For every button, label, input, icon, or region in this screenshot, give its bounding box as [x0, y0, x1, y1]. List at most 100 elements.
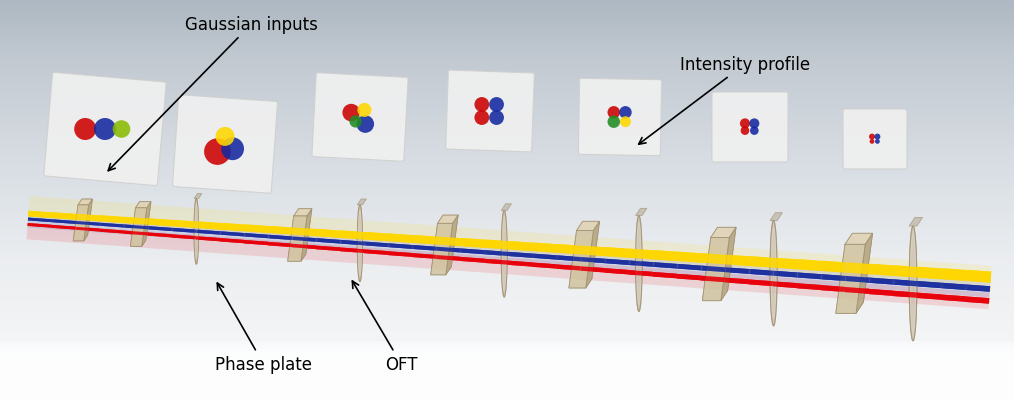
Bar [0, 281, 1014, 286]
Bar [0, 371, 1014, 376]
Circle shape [620, 117, 631, 128]
Bar [0, 311, 1014, 316]
Bar [0, 306, 1014, 311]
FancyBboxPatch shape [446, 71, 534, 152]
Polygon shape [136, 202, 151, 208]
FancyBboxPatch shape [843, 110, 907, 170]
Bar [0, 345, 1014, 401]
Bar [0, 221, 1014, 225]
Polygon shape [84, 200, 92, 241]
Bar [0, 196, 1014, 200]
Bar [0, 336, 1014, 341]
FancyBboxPatch shape [712, 93, 788, 162]
Bar [0, 369, 1014, 401]
Circle shape [475, 111, 489, 126]
Bar [0, 316, 1014, 321]
Bar [0, 376, 1014, 381]
Bar [0, 231, 1014, 236]
Polygon shape [78, 200, 92, 205]
Polygon shape [357, 200, 366, 205]
Bar [0, 200, 1014, 205]
Circle shape [489, 111, 504, 126]
Bar [0, 393, 1014, 401]
Polygon shape [438, 216, 458, 224]
Polygon shape [501, 204, 511, 211]
Polygon shape [142, 202, 151, 247]
FancyBboxPatch shape [578, 79, 661, 156]
Bar [0, 25, 1014, 30]
Polygon shape [910, 218, 923, 227]
Bar [0, 45, 1014, 50]
Polygon shape [856, 234, 873, 314]
Polygon shape [446, 216, 458, 275]
Polygon shape [294, 209, 312, 217]
Polygon shape [131, 208, 147, 247]
Polygon shape [73, 205, 88, 241]
Bar [0, 351, 1014, 356]
Circle shape [357, 104, 371, 118]
Circle shape [204, 139, 231, 166]
Polygon shape [586, 222, 599, 288]
Bar [0, 286, 1014, 291]
Bar [0, 381, 1014, 401]
Polygon shape [194, 194, 202, 199]
Bar [0, 20, 1014, 25]
Polygon shape [586, 222, 599, 288]
Bar [0, 396, 1014, 401]
Ellipse shape [357, 205, 362, 282]
Polygon shape [711, 228, 736, 238]
Polygon shape [431, 224, 452, 275]
Polygon shape [569, 231, 593, 288]
Bar [0, 241, 1014, 245]
Circle shape [874, 134, 880, 140]
Polygon shape [836, 245, 865, 314]
Bar [0, 357, 1014, 401]
Bar [0, 291, 1014, 296]
Bar [0, 331, 1014, 336]
Polygon shape [446, 216, 458, 275]
Bar [0, 353, 1014, 401]
Bar [0, 85, 1014, 90]
Bar [0, 155, 1014, 160]
Bar [0, 50, 1014, 55]
Polygon shape [703, 238, 729, 301]
Bar [0, 30, 1014, 35]
Polygon shape [636, 209, 647, 216]
FancyBboxPatch shape [172, 95, 278, 194]
Bar [0, 40, 1014, 45]
Bar [0, 70, 1014, 75]
Bar [0, 15, 1014, 20]
Bar [0, 296, 1014, 301]
Ellipse shape [194, 199, 199, 264]
Polygon shape [770, 213, 783, 221]
FancyBboxPatch shape [312, 73, 408, 162]
Polygon shape [721, 228, 736, 301]
Bar [0, 100, 1014, 105]
Bar [0, 276, 1014, 281]
Ellipse shape [910, 227, 917, 341]
Bar [0, 301, 1014, 306]
Polygon shape [569, 231, 593, 288]
Circle shape [74, 119, 96, 141]
Circle shape [489, 98, 504, 113]
Circle shape [475, 98, 489, 113]
Bar [0, 225, 1014, 231]
Polygon shape [301, 209, 312, 261]
Circle shape [740, 127, 749, 136]
Bar [0, 176, 1014, 180]
Bar [0, 271, 1014, 276]
Bar [0, 397, 1014, 401]
Polygon shape [84, 200, 92, 241]
Ellipse shape [770, 221, 777, 326]
Bar [0, 120, 1014, 125]
Bar [0, 190, 1014, 196]
Polygon shape [288, 217, 307, 261]
Circle shape [94, 119, 116, 141]
Bar [0, 361, 1014, 401]
Circle shape [875, 140, 880, 144]
Polygon shape [703, 238, 729, 301]
Ellipse shape [357, 205, 362, 282]
Bar [0, 35, 1014, 40]
Ellipse shape [501, 211, 507, 297]
Polygon shape [431, 224, 452, 275]
